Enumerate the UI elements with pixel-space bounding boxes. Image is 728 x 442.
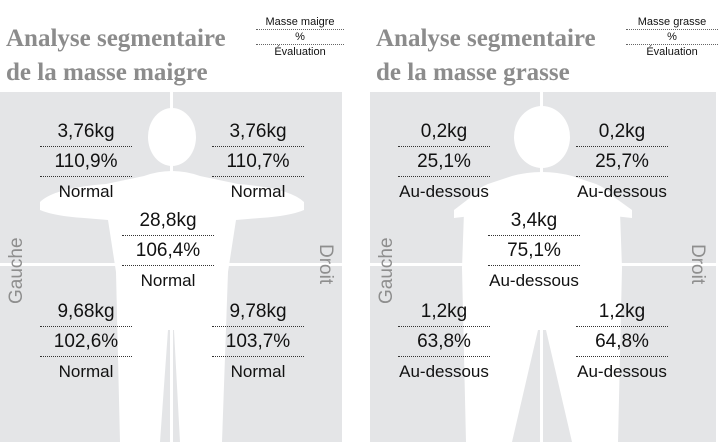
fat-right-arm-pct: 25,7% — [576, 147, 668, 177]
lean-right-leg: 9,78kg 103,7% Normal — [212, 297, 304, 387]
lean-left-arm-pct: 110,9% — [40, 147, 132, 177]
fat-side-left: Gauche — [376, 237, 397, 304]
fat-title-line2: de la masse grasse — [376, 59, 570, 86]
fat-legend-mass: Masse grasse — [626, 15, 718, 30]
fat-trunk-pct: 75,1% — [488, 236, 580, 266]
lean-trunk: 28,8kg 106,4% Normal — [122, 206, 214, 296]
lean-legend-eval: Évaluation — [274, 46, 326, 58]
lean-right-leg-eval: Normal — [230, 362, 286, 381]
lean-title-line1: Analyse segmentaire — [6, 25, 226, 52]
lean-side-right: Droit — [315, 244, 336, 285]
fat-left-arm-mass: 0,2kg — [398, 117, 490, 147]
fat-left-leg-eval: Au-dessous — [399, 362, 489, 381]
lean-right-arm-pct: 110,7% — [212, 147, 304, 177]
fat-right-leg: 1,2kg 64,8% Au-dessous — [576, 297, 668, 387]
lean-body-box — [0, 92, 342, 442]
fat-legend: Masse grasse % Évaluation — [626, 15, 718, 59]
lean-right-arm: 3,76kg 110,7% Normal — [212, 117, 304, 207]
lean-legend-mass: Masse maigre — [256, 15, 344, 30]
lean-legend: Masse maigre % Évaluation — [256, 15, 344, 59]
fat-right-arm-eval: Au-dessous — [577, 182, 667, 201]
lean-right-leg-pct: 103,7% — [212, 327, 304, 357]
fat-left-leg-pct: 63,8% — [398, 327, 490, 357]
horizontal-divider — [0, 263, 342, 266]
fat-legend-pct: % — [626, 30, 718, 45]
fat-body-box — [370, 92, 716, 442]
lean-title-line2: de la masse maigre — [6, 59, 208, 86]
lean-trunk-eval: Normal — [140, 271, 196, 290]
fat-trunk-mass: 3,4kg — [488, 206, 580, 236]
lean-left-arm-mass: 3,76kg — [40, 117, 132, 147]
fat-right-leg-pct: 64,8% — [576, 327, 668, 357]
vertical-divider — [170, 92, 173, 442]
vertical-divider — [540, 92, 543, 442]
fat-left-arm-eval: Au-dessous — [399, 182, 489, 201]
fat-mass-title: Analyse segmentaire de la masse grasse — [376, 22, 596, 90]
lean-left-arm: 3,76kg 110,9% Normal — [40, 117, 132, 207]
fat-right-leg-eval: Au-dessous — [577, 362, 667, 381]
fat-right-leg-mass: 1,2kg — [576, 297, 668, 327]
lean-side-left: Gauche — [6, 237, 27, 304]
lean-right-arm-mass: 3,76kg — [212, 117, 304, 147]
lean-mass-panel: Analyse segmentaire de la masse maigre M… — [0, 0, 360, 442]
fat-mass-panel: Analyse segmentaire de la masse grasse M… — [368, 0, 728, 442]
lean-right-leg-mass: 9,78kg — [212, 297, 304, 327]
lean-legend-pct: % — [256, 30, 344, 45]
fat-legend-eval: Évaluation — [646, 46, 698, 58]
fat-left-leg: 1,2kg 63,8% Au-dessous — [398, 297, 490, 387]
lean-right-arm-eval: Normal — [230, 182, 286, 201]
fat-left-arm-pct: 25,1% — [398, 147, 490, 177]
fat-left-arm: 0,2kg 25,1% Au-dessous — [398, 117, 490, 207]
fat-right-arm: 0,2kg 25,7% Au-dessous — [576, 117, 668, 207]
fat-right-arm-mass: 0,2kg — [576, 117, 668, 147]
lean-left-leg-mass: 9,68kg — [40, 297, 132, 327]
lean-trunk-pct: 106,4% — [122, 236, 214, 266]
fat-title-line1: Analyse segmentaire — [376, 25, 596, 52]
lean-mass-title: Analyse segmentaire de la masse maigre — [6, 22, 226, 90]
fat-side-right: Droit — [687, 244, 708, 285]
fat-trunk-eval: Au-dessous — [489, 271, 579, 290]
lean-left-arm-eval: Normal — [58, 182, 114, 201]
lean-trunk-mass: 28,8kg — [122, 206, 214, 236]
lean-left-leg: 9,68kg 102,6% Normal — [40, 297, 132, 387]
lean-left-leg-pct: 102,6% — [40, 327, 132, 357]
fat-left-leg-mass: 1,2kg — [398, 297, 490, 327]
fat-trunk: 3,4kg 75,1% Au-dessous — [488, 206, 580, 296]
horizontal-divider — [370, 263, 716, 266]
lean-left-leg-eval: Normal — [58, 362, 114, 381]
